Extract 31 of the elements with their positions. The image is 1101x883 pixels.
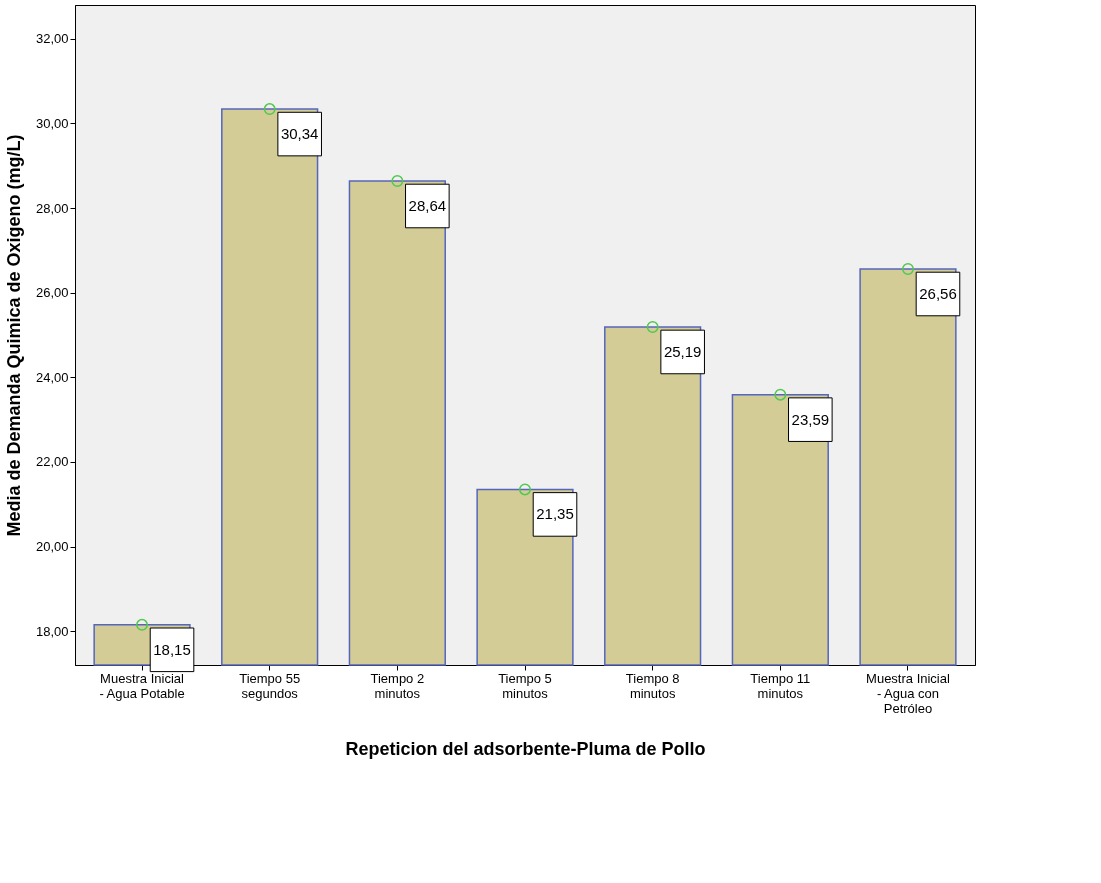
point (136, 618, 149, 631)
point (901, 263, 914, 275)
x-tick-label: Tiempo 5 minutos (498, 670, 552, 701)
point (646, 320, 659, 333)
y-tick-label: 32,00 (35, 31, 69, 47)
point (774, 388, 787, 401)
data-label: 25,19 (663, 342, 702, 360)
x-tick-label: Muestra Inicial - Agua Potable (99, 670, 185, 701)
y-axis-title: Media de Demanda Quimica de Oxigeno (mg/L) (3, 134, 24, 537)
x-tick-label: Tiempo 8 minutos (625, 670, 680, 701)
point (519, 483, 531, 496)
point (263, 103, 276, 116)
data-label: 30,34 (280, 125, 319, 143)
y-tick-label: 26,00 (35, 285, 69, 301)
x-tick-label: Tiempo 55 segundos (239, 670, 301, 701)
point (391, 175, 404, 187)
x-axis-title: Repeticion del adsorbente-Pluma de Pollo (345, 738, 706, 759)
y-tick-label: 24,00 (35, 369, 69, 385)
x-tick-label: Tiempo 11 minutos (750, 670, 811, 701)
y-tick-label: 22,00 (35, 454, 69, 470)
data-label: 21,35 (536, 505, 574, 523)
data-label: 18,15 (153, 640, 191, 658)
x-tick-label: Tiempo 2 minutos (370, 670, 425, 701)
y-tick-label: 20,00 (35, 539, 69, 555)
y-tick-label: 18,00 (35, 623, 69, 639)
y-tick-label: 30,00 (35, 115, 69, 131)
data-label: 28,64 (408, 197, 447, 214)
data-label: 26,56 (919, 285, 957, 302)
data-label: 23,59 (791, 410, 830, 428)
x-tick-label: Muestra Inicial - Agua con Petróleo (866, 670, 950, 716)
y-tick-label: 28,00 (35, 200, 69, 216)
